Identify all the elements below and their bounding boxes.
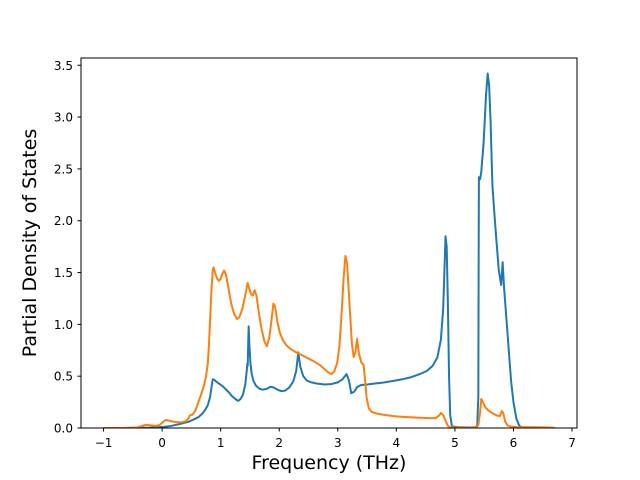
x-tick-label: −1 (95, 436, 113, 450)
y-tick-label: 0.0 (54, 422, 73, 436)
y-tick-label: 1.0 (54, 318, 73, 332)
x-tick-label: 2 (275, 436, 283, 450)
y-tick-label: 0.5 (54, 370, 73, 384)
x-tick-label: 5 (451, 436, 459, 450)
y-tick-label: 1.5 (54, 266, 73, 280)
x-tick-label: 7 (568, 436, 576, 450)
x-tick-label: 0 (158, 436, 166, 450)
series-line-blue (102, 72, 556, 428)
series-layer (102, 72, 556, 428)
y-tick-label: 2.5 (54, 162, 73, 176)
plot-frame (80, 57, 578, 429)
series-line-orange (102, 254, 556, 428)
x-tick-label: 4 (393, 436, 401, 450)
axes-layer: −1 0 1 2 3 4 5 6 7 0.0 0.5 1.0 1.5 2.0 2.5 3.0 3.5 (54, 57, 578, 450)
x-tick-label: 3 (334, 436, 342, 450)
x-tick-label: 6 (510, 436, 518, 450)
y-tick-label: 3.0 (54, 111, 73, 125)
x-tick-label: 1 (217, 436, 225, 450)
y-axis-label: Partial Density of States (19, 129, 41, 358)
x-axis-label: Frequency (THz) (252, 452, 407, 474)
y-tick-label: 3.5 (54, 59, 73, 73)
y-tick-label: 2.0 (54, 214, 73, 228)
